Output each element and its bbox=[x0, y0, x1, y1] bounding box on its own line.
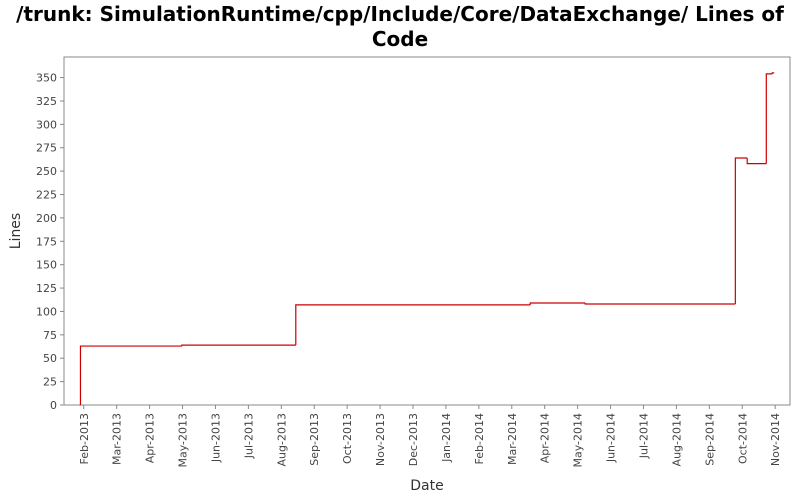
x-tick-label: Jan-2014 bbox=[440, 413, 453, 463]
y-tick-label: 100 bbox=[36, 305, 57, 318]
x-tick-label: Jun-2013 bbox=[209, 413, 222, 463]
x-tick-label: Mar-2014 bbox=[506, 413, 519, 465]
y-tick-label: 200 bbox=[36, 212, 57, 225]
line-step bbox=[746, 158, 767, 165]
chart-title: /trunk: SimulationRuntime/cpp/Include/Co… bbox=[16, 2, 784, 51]
y-tick-label: 325 bbox=[36, 95, 57, 108]
line-step bbox=[295, 304, 531, 346]
x-tick-label: May-2013 bbox=[177, 413, 190, 468]
y-axis-label: Lines bbox=[8, 213, 24, 249]
x-tick-label: Aug-2013 bbox=[275, 413, 288, 466]
line-step bbox=[529, 302, 586, 305]
line-step bbox=[734, 157, 748, 304]
x-tick-label: Oct-2013 bbox=[341, 413, 354, 464]
x-tick-label: Jul-2014 bbox=[637, 413, 650, 459]
x-tick-label: Aug-2014 bbox=[670, 413, 683, 466]
y-tick-label: 175 bbox=[36, 235, 57, 248]
y-tick-label: 125 bbox=[36, 282, 57, 295]
line-step bbox=[181, 344, 296, 347]
y-tick-label: 225 bbox=[36, 189, 57, 202]
y-tick-label: 25 bbox=[43, 376, 57, 389]
x-tick-label: Jul-2013 bbox=[242, 413, 255, 459]
x-tick-label: Apr-2014 bbox=[539, 413, 552, 463]
x-tick-label: Nov-2013 bbox=[374, 413, 387, 466]
y-tick-label: 50 bbox=[43, 352, 57, 365]
x-tick-label: Dec-2013 bbox=[407, 413, 420, 466]
line-step bbox=[584, 303, 736, 305]
line-step bbox=[79, 345, 182, 405]
x-axis-label: Date bbox=[410, 478, 443, 494]
y-tick-label: 275 bbox=[36, 142, 57, 155]
x-tick-label: Feb-2013 bbox=[78, 413, 91, 464]
x-tick-label: Jun-2014 bbox=[605, 413, 618, 463]
x-tick-label: Nov-2014 bbox=[769, 413, 782, 466]
x-tick-label: Sep-2014 bbox=[703, 413, 716, 466]
x-tick-label: Feb-2014 bbox=[473, 413, 486, 464]
x-tick-label: Apr-2013 bbox=[144, 413, 157, 463]
plot-area bbox=[63, 56, 791, 406]
y-tick-label: 350 bbox=[36, 72, 57, 85]
x-tick-label: May-2014 bbox=[572, 413, 585, 468]
y-tick-label: 0 bbox=[50, 399, 57, 412]
x-tick-label: Oct-2014 bbox=[736, 413, 749, 464]
y-tick-label: 250 bbox=[36, 165, 57, 178]
y-tick-label: 75 bbox=[43, 329, 57, 342]
line-step bbox=[765, 73, 773, 164]
line-step bbox=[771, 72, 775, 74]
y-tick-label: 300 bbox=[36, 118, 57, 131]
y-tick-label: 150 bbox=[36, 259, 57, 272]
x-tick-label: Sep-2013 bbox=[308, 413, 321, 466]
x-tick-label: Mar-2013 bbox=[111, 413, 124, 465]
